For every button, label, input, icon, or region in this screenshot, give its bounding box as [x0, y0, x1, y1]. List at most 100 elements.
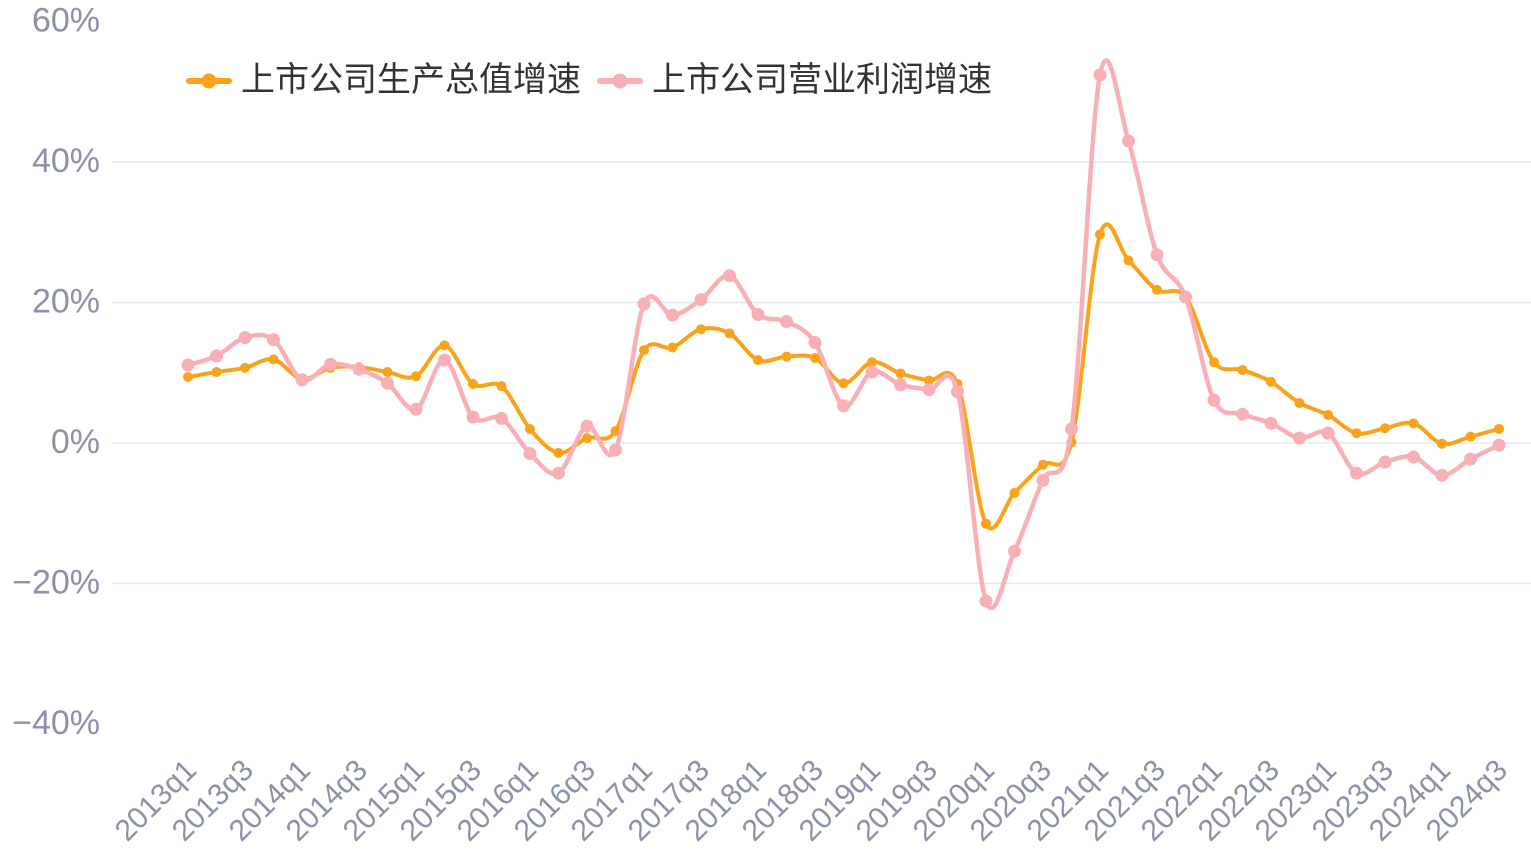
gdp-growth-series-point	[667, 342, 678, 353]
y-tick-label: −40%	[12, 704, 100, 742]
legend: 上市公司生产总值增速 上市公司营业利润增速	[186, 61, 992, 99]
gdp-growth-series-point	[924, 375, 934, 386]
profit-growth-series-point	[438, 353, 451, 367]
profit-series-legend-dot-icon	[612, 73, 628, 89]
profit-growth-series-point	[751, 307, 765, 321]
profit-growth-series-point	[1122, 134, 1135, 148]
profit-growth-series-point	[466, 410, 480, 424]
gdp-series-legend-marker-icon	[186, 73, 232, 89]
profit-growth-series-point	[723, 269, 736, 283]
gdp-growth-series-point	[1123, 255, 1134, 266]
y-axis-labels: 60% 40% 20% 0% −20% −40%	[12, 1, 100, 742]
gdp-growth-series-point	[781, 351, 792, 362]
gdp-growth-series-point	[211, 367, 222, 378]
legend-item-profit-growth[interactable]: 上市公司营业利润增速	[597, 61, 992, 99]
profit-growth-series-point	[324, 357, 337, 371]
profit-growth-series-point	[1321, 426, 1335, 440]
y-tick-label: 20%	[32, 282, 100, 320]
gridlines	[112, 161, 1531, 585]
profit-growth-series-point	[780, 314, 793, 328]
profit-growth-series-point	[808, 336, 822, 350]
gdp-growth-series-point	[1152, 284, 1162, 295]
profit-growth-series-point	[552, 466, 565, 480]
profit-growth-series-point	[381, 376, 394, 390]
gdp-growth-series-point	[183, 371, 193, 382]
gdp-growth-series-point	[981, 518, 991, 529]
gdp-growth-series-point	[268, 354, 279, 365]
gdp-growth-series-point	[1494, 423, 1504, 434]
legend-label-profit-growth: 上市公司营业利润增速	[652, 61, 992, 99]
profit-growth-series-point	[1264, 416, 1278, 430]
profit-growth-series-point	[979, 594, 993, 608]
profit-growth-series-point	[1350, 466, 1363, 480]
profit-growth-series-point	[865, 365, 879, 379]
gdp-growth-series-point	[1351, 428, 1362, 439]
y-tick-label: 0%	[51, 423, 100, 461]
profit-series-legend-marker-icon	[597, 73, 643, 89]
gdp-growth-series-point	[439, 340, 450, 351]
profit-growth-series-line	[185, 58, 1502, 611]
x-axis-labels: 2013q12013q32014q12014q32015q12015q32016…	[109, 754, 1514, 848]
profit-growth-series-point	[1179, 290, 1192, 304]
profit-growth-series-point	[694, 293, 708, 307]
gdp-growth-series-point	[1266, 376, 1276, 387]
y-tick-label: −20%	[12, 563, 100, 601]
profit-growth-series-point	[837, 399, 850, 413]
gdp-growth-series-point	[1437, 438, 1447, 449]
profit-growth-series-point	[666, 308, 679, 322]
profit-growth-series-point	[609, 443, 622, 457]
gdp-growth-series-point	[496, 381, 507, 392]
gdp-growth-series-point	[753, 355, 763, 366]
gdp-growth-series-point	[553, 447, 564, 458]
gdp-growth-series-point	[1465, 431, 1476, 442]
profit-growth-series-point	[1293, 431, 1306, 445]
profit-growth-series-point	[495, 411, 508, 425]
gdp-growth-series-point	[1095, 229, 1105, 240]
profit-growth-series-point	[352, 362, 366, 376]
profit-growth-series-point	[1236, 407, 1249, 421]
gdp-growth-series-point	[582, 433, 592, 444]
gdp-growth-series-point	[696, 324, 706, 335]
gdp-growth-series-point	[810, 352, 820, 363]
gdp-growth-series-point	[382, 367, 393, 378]
gdp-growth-series-point	[895, 368, 906, 379]
gdp-growth-series-point	[639, 345, 649, 356]
profit-growth-series-point	[181, 358, 195, 372]
gdp-growth-series-point	[468, 378, 478, 389]
profit-growth-series-point	[295, 373, 309, 387]
profit-growth-series-point	[1036, 473, 1050, 487]
legend-label-gdp-growth: 上市公司生产总值增速	[241, 61, 581, 99]
gdp-growth-series-point	[1038, 459, 1048, 470]
profit-growth-series-point	[1065, 422, 1078, 436]
gdp-growth-series-point	[838, 378, 849, 389]
profit-growth-series-point	[1207, 393, 1221, 407]
profit-growth-series-point	[1492, 438, 1506, 452]
y-tick-label: 40%	[32, 142, 100, 180]
gdp-growth-series-point	[525, 423, 535, 434]
profit-growth-series-point	[951, 385, 964, 399]
gdp-growth-series-point	[240, 362, 250, 373]
profit-growth-series-point	[637, 297, 651, 311]
profit-growth-series-point	[238, 331, 252, 345]
profit-growth-series-point	[580, 419, 594, 433]
legend-item-gdp-growth[interactable]: 上市公司生产总值增速	[186, 61, 581, 99]
profit-growth-series-point	[894, 378, 907, 392]
gdp-growth-series-point	[867, 357, 877, 368]
gdp-growth-series-point	[1294, 397, 1305, 408]
gdp-growth-series-point	[411, 371, 421, 382]
profit-growth-series-point	[1150, 248, 1164, 262]
profit-growth-series-point	[267, 333, 280, 347]
profit-growth-series-point	[922, 383, 936, 397]
gdp-series-legend-dot-icon	[201, 73, 217, 89]
profit-growth-series	[181, 58, 1506, 611]
profit-growth-series-point	[210, 349, 223, 363]
gdp-growth-series	[183, 222, 1504, 531]
profit-growth-series-point	[1435, 468, 1449, 482]
profit-growth-series-point	[1093, 68, 1107, 82]
gdp-growth-series-line	[186, 222, 1501, 531]
profit-growth-series-point	[1008, 544, 1021, 558]
gdp-growth-series-point	[1237, 364, 1248, 375]
gdp-growth-series-point	[1380, 423, 1390, 434]
